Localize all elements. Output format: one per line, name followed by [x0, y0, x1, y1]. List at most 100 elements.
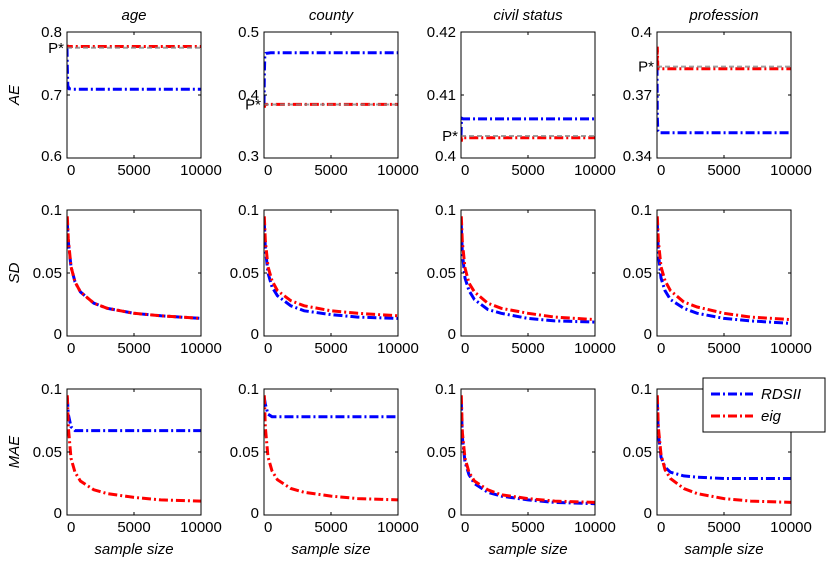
x-tick-label: 0	[461, 162, 469, 179]
x-tick-label: 5000	[511, 340, 544, 357]
legend-label-eig: eig	[761, 408, 782, 425]
x-tick-label: 10000	[180, 162, 222, 179]
y-tick-label: 0.1	[238, 202, 259, 219]
x-axis-label: sample size	[94, 541, 173, 558]
panel-mae-profession: 0 0.05 0.1 0 5000 10000	[623, 381, 812, 536]
legend-label-rdsii: RDSII	[761, 386, 801, 403]
series-line-eig	[461, 395, 595, 504]
series-line-rdsii	[264, 51, 398, 105]
y-tick-label: 0.05	[427, 444, 456, 461]
x-tick-label: 5000	[117, 340, 150, 357]
x-tick-label: 10000	[770, 519, 812, 536]
x-tick-label: 10000	[574, 162, 616, 179]
x-tick-label: 10000	[574, 340, 616, 357]
y-tick-label: 0.05	[230, 265, 259, 282]
panel-mae-county: 0 0.05 0.1 0 5000 10000	[230, 381, 419, 536]
series-line-eig	[67, 395, 201, 503]
series-line-rdsii	[67, 222, 201, 320]
y-tick-label: 0.05	[230, 444, 259, 461]
x-tick-label: 10000	[574, 519, 616, 536]
x-tick-label: 10000	[377, 340, 419, 357]
x-axis-label: sample size	[291, 541, 370, 558]
y-tick-label: 0.37	[623, 87, 652, 104]
x-axis-label: sample size	[488, 541, 567, 558]
panel-frame	[460, 388, 596, 516]
y-tick-label: 0	[54, 326, 62, 343]
y-tick-label: 0.3	[238, 148, 259, 165]
y-tick-label: 0	[448, 505, 456, 522]
series-line-eig	[264, 395, 398, 502]
y-tick-label: 0.7	[41, 87, 62, 104]
y-tick-label: 0	[644, 505, 652, 522]
panel-frame	[263, 209, 399, 337]
x-axis-label: sample size	[684, 541, 763, 558]
p-star-label: P*	[638, 59, 654, 76]
x-tick-label: 10000	[377, 519, 419, 536]
series-line-rdsii	[67, 47, 201, 91]
x-tick-label: 5000	[707, 340, 740, 357]
series-line-rdsii	[264, 222, 398, 320]
y-tick-label: 0.42	[427, 24, 456, 41]
y-tick-label: 0	[251, 505, 259, 522]
y-tick-label: 0.1	[41, 202, 62, 219]
x-tick-label: 0	[264, 519, 272, 536]
y-tick-label: 0.1	[631, 381, 652, 398]
row-label: MAE	[6, 435, 23, 469]
x-tick-label: 0	[67, 340, 75, 357]
y-tick-label: 0.34	[623, 148, 652, 165]
y-tick-label: 0.1	[631, 202, 652, 219]
x-tick-label: 0	[67, 519, 75, 536]
x-tick-label: 5000	[117, 162, 150, 179]
panel-sd-age: 0 0.05 0.1 0 5000 10000	[33, 202, 222, 357]
y-tick-label: 0	[54, 505, 62, 522]
x-tick-label: 0	[67, 162, 75, 179]
x-tick-label: 10000	[180, 340, 222, 357]
y-tick-label: 0.1	[41, 381, 62, 398]
x-tick-label: 0	[657, 519, 665, 536]
series-line-rdsii	[657, 222, 791, 325]
column-title: civil status	[493, 7, 563, 24]
x-tick-label: 0	[461, 519, 469, 536]
series-line-eig	[264, 216, 398, 318]
panel-ae-civil-status: P* 0.4 0.41 0.42 0 5000 10000	[427, 24, 616, 179]
y-tick-label: 0.1	[435, 381, 456, 398]
panel-ae-profession: P* 0.34 0.37 0.4 0 5000 10000	[623, 24, 812, 179]
panel-frame	[460, 209, 596, 337]
x-tick-label: 10000	[770, 162, 812, 179]
x-tick-label: 5000	[511, 162, 544, 179]
x-tick-label: 5000	[707, 519, 740, 536]
y-tick-label: 0.4	[238, 87, 259, 104]
y-tick-label: 0.6	[41, 148, 62, 165]
y-tick-label: 0.05	[33, 265, 62, 282]
row-label: AE	[6, 84, 23, 106]
x-tick-label: 5000	[314, 162, 347, 179]
panel-sd-civil-status: 0 0.05 0.1 0 5000 10000	[427, 202, 616, 357]
y-tick-label: 0	[644, 326, 652, 343]
y-tick-label: 0.05	[623, 444, 652, 461]
y-tick-label: 0	[251, 326, 259, 343]
series-line-eig	[461, 216, 595, 322]
panel-sd-county: 0 0.05 0.1 0 5000 10000	[230, 202, 419, 357]
y-tick-label: 0.1	[238, 381, 259, 398]
x-tick-label: 10000	[770, 340, 812, 357]
column-title: profession	[688, 7, 758, 24]
series-line-rdsii	[657, 401, 791, 480]
panel-mae-civil-status: 0 0.05 0.1 0 5000 10000	[427, 381, 616, 536]
series-line-rdsii	[461, 225, 595, 324]
x-tick-label: 0	[264, 162, 272, 179]
row-label: SD	[6, 262, 23, 283]
y-tick-label: 0.4	[435, 148, 456, 165]
y-tick-label: 0.05	[623, 265, 652, 282]
y-tick-label: 0.1	[435, 202, 456, 219]
x-tick-label: 10000	[377, 162, 419, 179]
panel-frame	[263, 31, 399, 159]
y-tick-label: 0.05	[427, 265, 456, 282]
series-line-eig	[657, 395, 791, 504]
x-tick-label: 10000	[180, 519, 222, 536]
series-line-eig	[67, 216, 201, 320]
x-tick-label: 5000	[117, 519, 150, 536]
series-line-rdsii	[461, 116, 595, 136]
legend-box	[702, 377, 826, 433]
y-tick-label: 0.05	[33, 444, 62, 461]
